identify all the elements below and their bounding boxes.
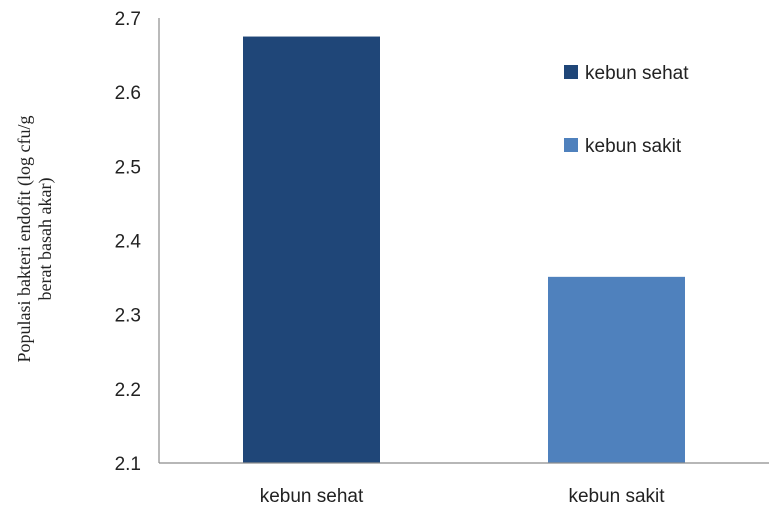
legend-swatch bbox=[564, 138, 578, 152]
y-axis-ticks: 2.1 2.2 2.3 2.4 2.5 2.6 2.7 bbox=[115, 9, 142, 475]
x-category-label: kebun sehat bbox=[260, 486, 364, 507]
x-category-label: kebun sakit bbox=[568, 486, 665, 507]
bars bbox=[243, 36, 685, 464]
y-tick-label: 2.5 bbox=[115, 157, 141, 178]
y-tick-label: 2.7 bbox=[115, 9, 141, 30]
legend-label: kebun sehat bbox=[585, 63, 689, 84]
legend-swatch bbox=[564, 65, 578, 79]
legend: kebun sehat kebun sakit bbox=[564, 63, 689, 157]
legend-label: kebun sakit bbox=[585, 136, 682, 157]
bar-kebun-sehat bbox=[243, 36, 380, 464]
y-axis-label-line-2: berat basah akar) bbox=[35, 178, 56, 301]
x-axis-categories: kebun sehat kebun sakit bbox=[260, 486, 666, 507]
y-axis-label-line-1: Populasi bakteri endofit (log cfu/g bbox=[14, 116, 35, 363]
y-axis-label: Populasi bakteri endofit (log cfu/g bera… bbox=[14, 116, 56, 363]
y-tick-label: 2.4 bbox=[115, 232, 142, 253]
y-tick-label: 2.6 bbox=[115, 83, 141, 104]
y-tick-label: 2.2 bbox=[115, 380, 141, 401]
y-tick-label: 2.3 bbox=[115, 306, 141, 327]
y-tick-label: 2.1 bbox=[115, 454, 141, 475]
bar-kebun-sakit bbox=[548, 276, 685, 463]
axes bbox=[158, 18, 769, 464]
